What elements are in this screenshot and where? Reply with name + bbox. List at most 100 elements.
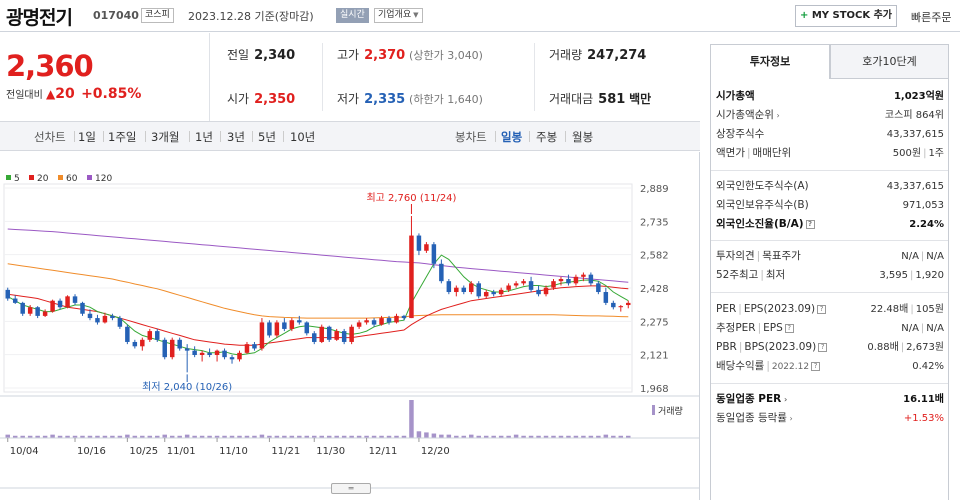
volume-bar bbox=[498, 435, 504, 438]
realtime-badge[interactable]: 실시간 bbox=[336, 8, 369, 23]
candle-body bbox=[476, 283, 481, 297]
volume-bar bbox=[155, 435, 160, 438]
shares-value: 43,337,615 bbox=[886, 129, 944, 140]
help-icon[interactable]: ? bbox=[817, 304, 827, 314]
x-tick-label: 11/30 bbox=[316, 446, 345, 457]
volume-bar bbox=[222, 435, 227, 438]
candle-body bbox=[581, 274, 586, 277]
foreign-limit-row: 외국인한도주식수(A) 43,337,615 bbox=[716, 177, 944, 196]
volume-bar bbox=[312, 435, 317, 438]
candle-body bbox=[528, 281, 534, 290]
period-5y[interactable]: 5년 bbox=[258, 130, 276, 144]
candle-body bbox=[394, 315, 399, 323]
candle-weekly[interactable]: 주봉 bbox=[536, 130, 558, 144]
volume-bar bbox=[401, 435, 407, 438]
divider bbox=[711, 240, 948, 241]
period-3y[interactable]: 3년 bbox=[227, 130, 245, 144]
volume-bar bbox=[416, 431, 422, 438]
dividend-yield: 0.42% bbox=[912, 361, 944, 372]
period-3m[interactable]: 3개월 bbox=[151, 130, 180, 144]
candle-body bbox=[626, 302, 631, 306]
volume-bar bbox=[409, 400, 414, 438]
opinion-label: 투자의견 bbox=[716, 250, 755, 262]
candle-body bbox=[95, 318, 100, 323]
face-label: 액면가 bbox=[716, 147, 745, 159]
company-overview-dropdown[interactable]: 기업개요 ▼ bbox=[374, 8, 423, 23]
chevron-right-icon[interactable]: › bbox=[786, 414, 793, 423]
candle-body bbox=[356, 322, 362, 327]
candle-body bbox=[513, 283, 519, 286]
candle-body bbox=[259, 322, 265, 349]
period-10y[interactable]: 10년 bbox=[290, 130, 316, 144]
period-1w[interactable]: 1주일 bbox=[108, 130, 137, 144]
x-tick-label: 11/01 bbox=[167, 446, 196, 457]
volume-bar bbox=[95, 435, 100, 438]
volume-bar bbox=[603, 434, 609, 438]
week52-high-label: 52주최고 bbox=[716, 269, 759, 281]
sector-change-row: 동일업종 등락률 › +1.53% bbox=[716, 409, 944, 428]
amount-label: 거래대금 bbox=[549, 92, 594, 106]
candle-body bbox=[506, 285, 511, 290]
volume-bar bbox=[42, 435, 48, 438]
volume-bar bbox=[140, 435, 145, 438]
foreign-hold-value: 971,053 bbox=[902, 200, 944, 211]
volume-bar bbox=[356, 435, 362, 438]
help-icon[interactable]: ? bbox=[811, 361, 821, 371]
period-1y[interactable]: 1년 bbox=[195, 130, 213, 144]
volume-bar bbox=[528, 435, 534, 438]
candle-body bbox=[110, 315, 115, 319]
candle-body bbox=[169, 339, 175, 358]
chevron-right-icon[interactable]: › bbox=[773, 111, 780, 120]
help-icon[interactable]: ? bbox=[805, 219, 815, 229]
rank-label: 시가총액순위 bbox=[716, 109, 774, 121]
sector-per-row: 동일업종 PER › 16.11배 bbox=[716, 390, 944, 409]
price-summary: 전일 2,340 고가 2,370 (상한가 3,040) 거래량 247,274 시… bbox=[211, 33, 699, 121]
candle-body bbox=[588, 274, 594, 284]
est-per-row: 추정PER | EPS? N/A | N/A bbox=[716, 322, 944, 334]
candle-body bbox=[252, 344, 257, 349]
volume-bar bbox=[558, 435, 564, 438]
shares-row: 상장주식수 43,337,615 bbox=[716, 125, 944, 144]
period-1d[interactable]: 1일 bbox=[78, 130, 96, 144]
candle-body bbox=[551, 281, 556, 288]
chart-canvas[interactable]: 2,889 2,735 2,582 2,428 2,275 2,121 1,968 5 20 60… bbox=[0, 152, 700, 500]
candle-body bbox=[364, 320, 369, 323]
resize-handle[interactable]: ═ bbox=[331, 483, 371, 494]
help-icon[interactable]: ? bbox=[818, 342, 828, 352]
divider bbox=[322, 43, 323, 111]
volume-bar bbox=[596, 435, 601, 438]
candle-body bbox=[147, 331, 153, 340]
pbr-label: PBR bbox=[716, 341, 737, 353]
prev-close-value: 2,340 bbox=[254, 48, 296, 63]
candle-body bbox=[543, 287, 549, 295]
help-icon[interactable]: ? bbox=[784, 323, 794, 333]
volume-bar bbox=[162, 434, 167, 438]
volume-bar bbox=[207, 435, 212, 438]
foreign-limit-value: 43,337,615 bbox=[886, 181, 944, 192]
chevron-right-icon[interactable]: › bbox=[781, 395, 788, 404]
tab-orderbook[interactable]: 호가10단계 bbox=[830, 44, 949, 79]
candle-body bbox=[371, 320, 377, 325]
volume-bar bbox=[184, 434, 190, 438]
candle-daily[interactable]: 일봉 bbox=[501, 130, 523, 144]
opinion-value: N/A bbox=[901, 251, 919, 262]
add-mystock-button[interactable]: + MY STOCK 추가 bbox=[795, 5, 897, 27]
tab-investment-info[interactable]: 투자정보 bbox=[710, 44, 830, 79]
quick-order-link[interactable]: 빠른주문 bbox=[911, 11, 952, 24]
candle-body bbox=[483, 292, 489, 297]
stock-chart[interactable]: 2,889 2,735 2,582 2,428 2,275 2,121 1,968 5 20 60… bbox=[0, 152, 700, 500]
volume-bar bbox=[80, 435, 85, 438]
low-label: 저가 bbox=[337, 92, 360, 106]
y-tick-label: 2,889 bbox=[640, 184, 669, 195]
volume-bar bbox=[461, 435, 467, 438]
candle-body bbox=[20, 302, 25, 314]
ma20-line bbox=[7, 285, 629, 346]
candle-body bbox=[244, 344, 250, 353]
sector-change-label: 동일업종 등락률 bbox=[716, 412, 787, 424]
candle-monthly[interactable]: 월봉 bbox=[572, 130, 594, 144]
y-tick-label: 2,428 bbox=[640, 284, 669, 295]
ma-legend-label: 5 bbox=[14, 174, 20, 184]
week52-row: 52주최고 | 최저 3,595 | 1,920 bbox=[716, 269, 944, 281]
divider bbox=[529, 131, 530, 142]
x-tick-label: 10/04 bbox=[10, 446, 39, 457]
